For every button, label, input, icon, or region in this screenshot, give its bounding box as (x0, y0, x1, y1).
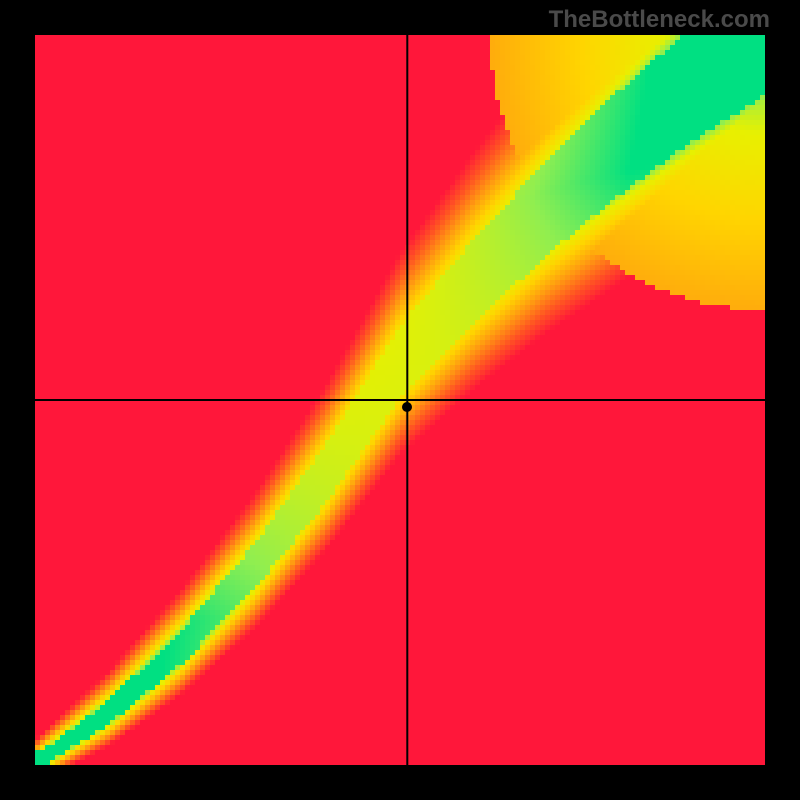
bottleneck-heatmap (35, 35, 765, 765)
chart-container: TheBottleneck.com (0, 0, 800, 800)
watermark-text: TheBottleneck.com (549, 6, 770, 34)
